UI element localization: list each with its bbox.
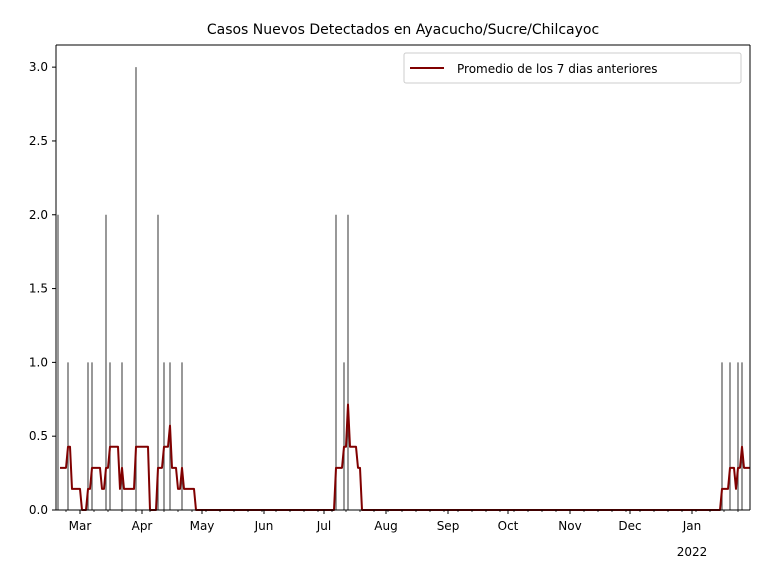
y-tick-label: 1.5: [29, 282, 48, 296]
x-tick-label: Sep: [437, 519, 460, 533]
x-tick-year-label: 2022: [677, 545, 708, 559]
chart-title: Casos Nuevos Detectados en Ayacucho/Sucr…: [207, 22, 599, 38]
y-tick-label: 2.5: [29, 134, 48, 148]
y-tick-label: 1.0: [29, 355, 48, 369]
y-tick-label: 2.0: [29, 208, 48, 222]
x-tick-label: Nov: [558, 519, 581, 533]
x-tick-label: Dec: [618, 519, 641, 533]
legend-label: Promedio de los 7 dias anteriores: [457, 62, 658, 76]
x-tick-label: Jun: [254, 519, 274, 533]
legend-box: [403, 52, 742, 84]
bars-layer: [57, 67, 743, 510]
legend: Promedio de los 7 dias anteriores: [403, 52, 742, 84]
x-tick-label: May: [190, 519, 215, 533]
y-tick-label: 3.0: [29, 60, 48, 74]
y-tick-label: 0.5: [29, 429, 48, 443]
x-tick-label: Aug: [374, 519, 397, 533]
y-tick-label: 0.0: [29, 503, 48, 517]
x-tick-label: Oct: [498, 519, 519, 533]
x-tick-label: Jan: [682, 519, 702, 533]
x-tick-label: Apr: [132, 519, 153, 533]
x-tick-label: Mar: [69, 519, 92, 533]
axes-layer: 0.0 0.5 1.0 1.5 2.0 2.5 3.0 Mar Apr May Jun Jul Aug S…: [29, 44, 751, 559]
x-tick-label: Jul: [316, 519, 331, 533]
